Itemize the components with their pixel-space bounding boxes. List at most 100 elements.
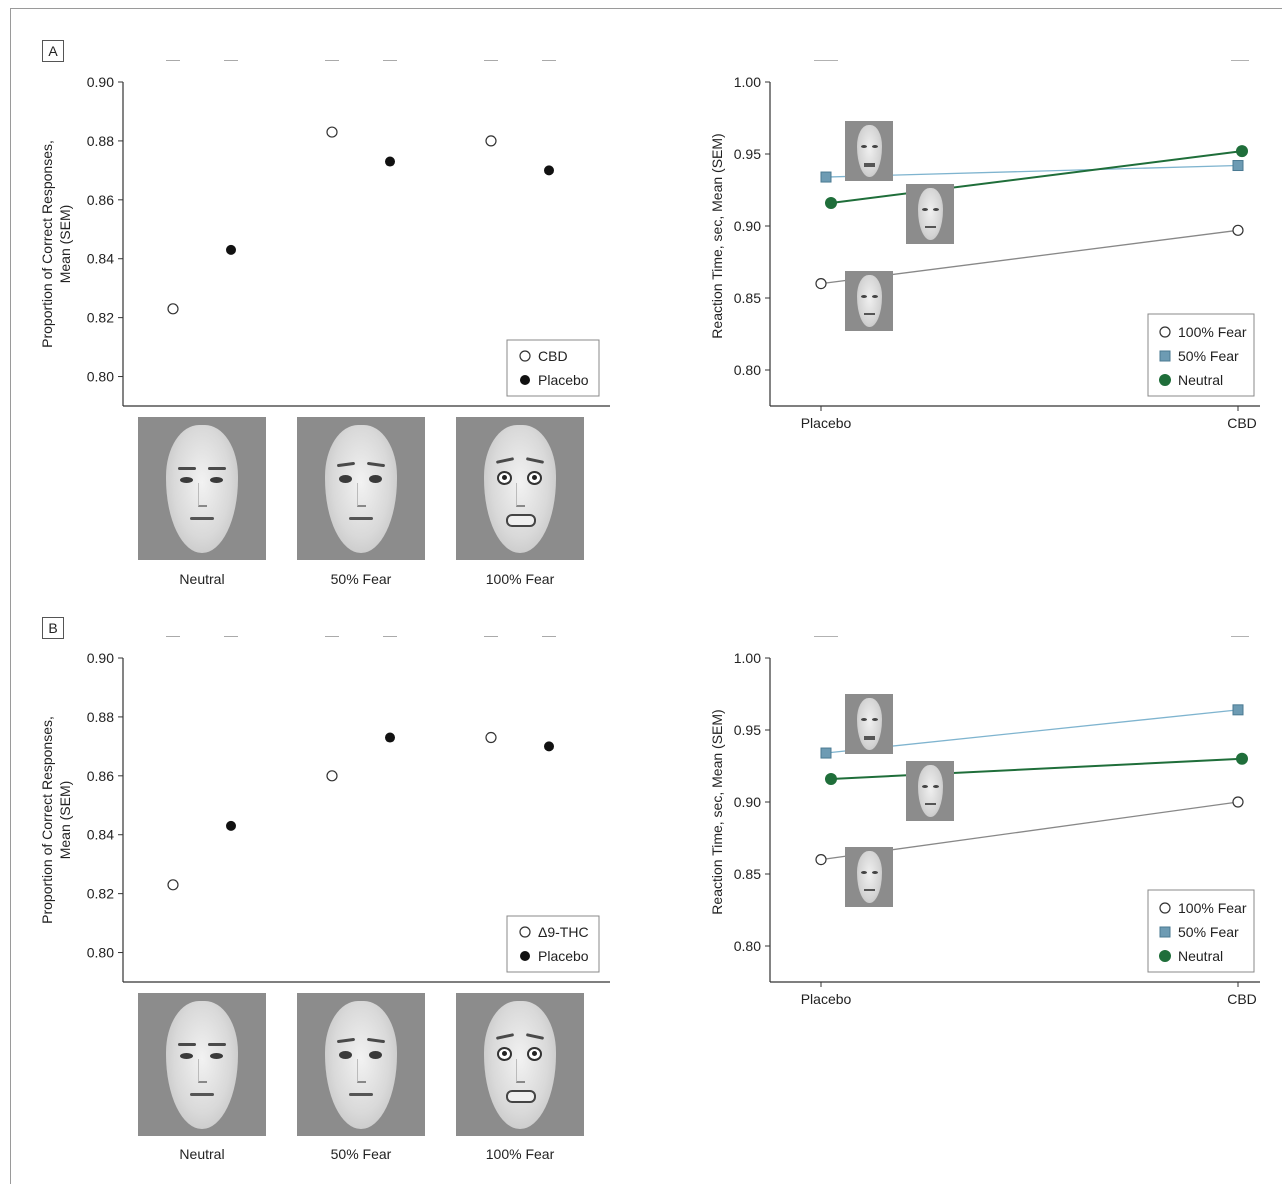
y-tick-label: 0.82 <box>87 310 114 326</box>
legend-label: Placebo <box>538 948 589 964</box>
point-50-fear <box>820 171 832 183</box>
face-100-fear-a <box>456 417 584 560</box>
point-cbd <box>167 303 179 315</box>
face-neutral-b <box>138 993 266 1136</box>
thumb-face-100-fear-a <box>845 121 893 181</box>
legend-label: 50% Fear <box>1178 924 1239 940</box>
point-100-fear <box>1232 796 1244 808</box>
legend-marker <box>519 350 531 362</box>
legend-marker <box>1159 950 1171 962</box>
point-cbd <box>485 135 497 147</box>
x-tick-label: CBD <box>1227 991 1257 1007</box>
reaction-time-chart-b: 1.00 0.95 0.90 0.85 0.80 Reaction Time, sec, … <box>709 636 1260 1007</box>
y-tick-label: 0.88 <box>87 709 114 725</box>
legend-label: Δ9-THC <box>538 924 589 940</box>
point-100-fear <box>815 278 827 290</box>
legend-label: 100% Fear <box>1178 324 1247 340</box>
y-tick-label: 0.90 <box>87 650 114 666</box>
accuracy-chart-a: 0.90 0.88 0.86 0.84 0.82 0.80 Proportion of Co… <box>39 60 610 407</box>
point-placebo <box>385 732 395 743</box>
point-50-fear <box>1232 160 1244 172</box>
legend-label: 50% Fear <box>1178 348 1239 364</box>
series-line-neutral <box>830 150 1243 204</box>
face-label-50-fear-b: 50% Fear <box>330 1146 392 1162</box>
y-tick-label: 0.80 <box>734 938 761 954</box>
x-tick-label: Placebo <box>801 415 852 431</box>
y-tick-label: 0.80 <box>87 945 114 961</box>
legend-box <box>506 915 600 973</box>
x-tick-label: Placebo <box>801 991 852 1007</box>
point-placebo <box>544 741 554 752</box>
point-placebo <box>226 244 236 255</box>
face-50-fear-b <box>297 993 425 1136</box>
face-label-neutral-b: Neutral <box>179 1146 225 1162</box>
point-50-fear <box>1232 704 1244 716</box>
thumb-face-50-fear-a <box>906 184 954 244</box>
y-axis-label: Reaction Time, sec, Mean (SEM) <box>709 133 725 338</box>
legend-marker <box>1159 926 1171 938</box>
point--9-thc <box>326 770 338 782</box>
legend-label: Neutral <box>1178 372 1223 388</box>
y-tick-label: 0.84 <box>87 251 114 267</box>
y-tick-label: 0.80 <box>734 362 761 378</box>
legend-marker <box>1159 902 1171 914</box>
y-tick-label: 0.95 <box>734 146 761 162</box>
point-neutral <box>825 772 837 785</box>
point-cbd <box>326 126 338 138</box>
face-label-50-fear-a: 50% Fear <box>330 571 392 587</box>
y-tick-label: 0.86 <box>87 192 114 208</box>
y-tick-label: 0.80 <box>87 369 114 385</box>
legend-marker <box>1159 374 1171 386</box>
legend-label: CBD <box>538 348 568 364</box>
face-label-100-fear-a: 100% Fear <box>485 571 555 587</box>
y-tick-label: 0.95 <box>734 722 761 738</box>
legend-marker <box>1159 350 1171 362</box>
panel-a-label: A <box>42 40 64 62</box>
y-tick-label: 0.86 <box>87 768 114 784</box>
legend-marker <box>520 951 530 961</box>
y-axis-label: Proportion of Correct Responses, Mean (SE… <box>39 716 73 924</box>
thumb-face-neutral-a <box>845 271 893 331</box>
face-100-fear-b <box>456 993 584 1136</box>
legend-label: Placebo <box>538 372 589 388</box>
legend-marker <box>1159 326 1171 338</box>
y-axis-label: Proportion of Correct Responses, Mean (SE… <box>39 140 73 348</box>
y-tick-label: 0.85 <box>734 290 761 306</box>
legend-label: 100% Fear <box>1178 900 1247 916</box>
y-tick-label: 0.88 <box>87 133 114 149</box>
figure-frame <box>10 8 1282 1184</box>
panel-b-label: B <box>42 617 64 639</box>
legend-marker <box>519 926 531 938</box>
point-placebo <box>226 820 236 831</box>
accuracy-chart-b: 0.90 0.88 0.86 0.84 0.82 0.80 Proportion of Co… <box>39 636 610 983</box>
y-tick-label: 1.00 <box>734 74 761 90</box>
point-100-fear <box>815 854 827 866</box>
legend-box <box>506 339 600 397</box>
point--9-thc <box>167 879 179 891</box>
point-placebo <box>385 156 395 167</box>
series-line-50-fear <box>825 164 1239 178</box>
reaction-time-chart-a: 1.00 0.95 0.90 0.85 0.80 Reaction Time, sec, … <box>709 60 1260 431</box>
series-line-neutral <box>830 757 1243 780</box>
x-tick-label: CBD <box>1227 415 1257 431</box>
y-axis-label: Reaction Time, sec, Mean (SEM) <box>709 709 725 914</box>
y-tick-label: 0.84 <box>87 827 114 843</box>
y-tick-label: 0.82 <box>87 886 114 902</box>
face-50-fear-a <box>297 417 425 560</box>
series-line-50-fear <box>825 709 1239 754</box>
point-100-fear <box>1232 224 1244 236</box>
point-50-fear <box>820 747 832 759</box>
face-label-100-fear-b: 100% Fear <box>485 1146 555 1162</box>
y-tick-label: 0.90 <box>734 794 761 810</box>
point--9-thc <box>485 731 497 744</box>
point-neutral <box>1236 145 1248 158</box>
thumb-face-100-fear-b <box>845 694 893 754</box>
face-label-neutral-a: Neutral <box>179 571 225 587</box>
point-neutral <box>1236 752 1248 765</box>
legend-label: Neutral <box>1178 948 1223 964</box>
face-neutral-a <box>138 417 266 560</box>
point-placebo <box>544 165 554 176</box>
thumb-face-neutral-b <box>845 847 893 907</box>
point-neutral <box>825 196 837 209</box>
